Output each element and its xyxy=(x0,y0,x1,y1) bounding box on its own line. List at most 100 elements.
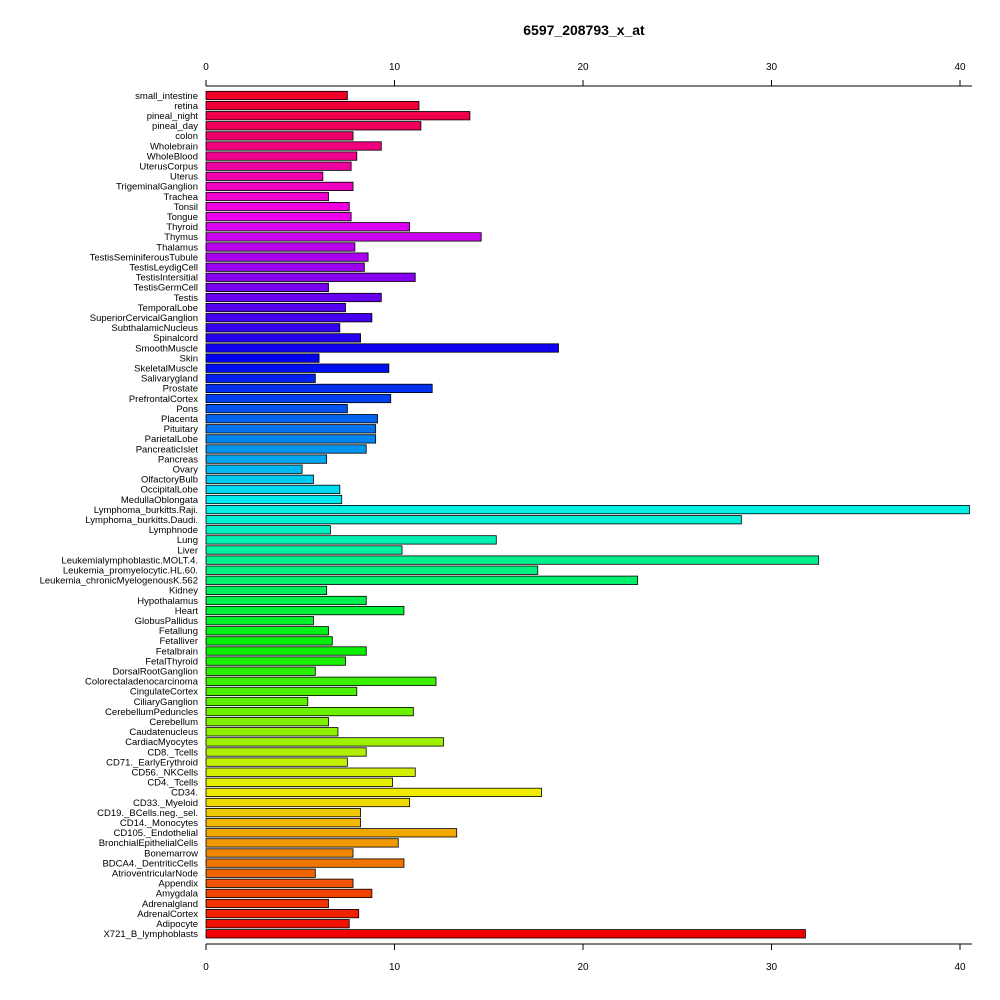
category-label: DorsalRootGanglion xyxy=(112,667,198,678)
category-label: Pituitary xyxy=(164,424,199,435)
bar xyxy=(205,626,329,636)
bar xyxy=(205,212,352,222)
bar xyxy=(205,121,422,131)
bar xyxy=(205,646,367,656)
bar xyxy=(205,504,970,515)
bar xyxy=(205,292,382,303)
category-label: CingulateCortex xyxy=(130,687,198,698)
bar xyxy=(205,393,392,404)
category-label: Tongue xyxy=(167,212,198,223)
tick-label: 0 xyxy=(203,962,209,973)
bar xyxy=(205,858,405,868)
bar xyxy=(205,191,329,202)
bar xyxy=(205,898,329,909)
category-label: SmoothMuscle xyxy=(135,343,198,354)
category-label: UterusCorpus xyxy=(139,162,198,173)
category-label: TemporalLobe xyxy=(138,303,198,314)
category-label: Uterus xyxy=(170,172,198,183)
tick-label: 20 xyxy=(577,962,589,973)
category-label: CD105._Endothelial xyxy=(113,828,198,839)
bar xyxy=(205,555,820,565)
bar xyxy=(205,565,539,575)
category-label: CD33._Myeloid xyxy=(133,798,198,809)
bar xyxy=(205,797,410,808)
bar xyxy=(205,272,416,282)
bar xyxy=(205,616,314,626)
category-label: CiliaryGanglion xyxy=(134,697,198,708)
category-label: retina xyxy=(174,101,198,112)
bar xyxy=(205,494,343,505)
tick-label: 40 xyxy=(954,962,966,973)
category-label: CardiacMyocytes xyxy=(125,737,198,748)
category-label: BronchialEpithelialCells xyxy=(99,838,199,849)
bar xyxy=(205,585,328,596)
bar xyxy=(205,403,348,414)
category-label: Pancreas xyxy=(158,454,198,465)
bar xyxy=(205,171,324,181)
bar xyxy=(205,656,346,666)
category-label: SuperiorCervicalGanglion xyxy=(90,313,198,324)
category-label: CD4._Tcells xyxy=(147,778,198,789)
category-label: Lymphnode xyxy=(149,525,198,536)
bar xyxy=(205,636,333,646)
bar xyxy=(205,909,360,919)
bar xyxy=(205,333,361,343)
category-label: PancreaticIslet xyxy=(136,444,199,455)
category-label: Lung xyxy=(177,535,198,546)
category-label: Spinalcord xyxy=(153,333,198,344)
bottom-axis: 0 10 20 30 40 xyxy=(203,943,972,973)
category-label: Caudatenucleus xyxy=(129,727,198,738)
bar xyxy=(205,676,437,686)
bar xyxy=(205,444,367,454)
category-label: Colorectaladenocarcinoma xyxy=(85,677,199,688)
bar xyxy=(205,323,341,333)
category-label: Adrenalgland xyxy=(142,899,198,910)
bar xyxy=(205,232,482,242)
bar xyxy=(205,757,348,767)
category-label: Appendix xyxy=(158,879,198,890)
bar xyxy=(205,737,444,747)
bar xyxy=(205,242,356,252)
bar xyxy=(205,343,559,353)
category-label: CD14._Monocytes xyxy=(120,818,198,829)
category-label: SkeletalMuscle xyxy=(134,364,198,375)
category-label: WholeBlood xyxy=(147,151,198,162)
category-label: small_intestine xyxy=(135,91,198,102)
tick-label: 20 xyxy=(577,62,589,73)
category-label: AtrioventricularNode xyxy=(112,869,198,880)
category-label: TestisIntersitial xyxy=(136,273,198,284)
bar xyxy=(205,777,394,787)
bar xyxy=(205,848,354,858)
category-label: Ovary xyxy=(173,465,199,476)
bar xyxy=(205,595,367,606)
category-label: OccipitalLobe xyxy=(140,485,198,496)
tick-label: 10 xyxy=(389,62,401,73)
category-label: Cerebellum xyxy=(149,717,198,728)
category-label: Lymphoma_burkitts.Raji. xyxy=(94,505,198,516)
category-label: Wholebrain xyxy=(150,141,198,152)
category-labels: small_intestineretinapineal_nightpineal_… xyxy=(40,91,199,940)
bar xyxy=(205,111,471,121)
bar xyxy=(205,575,639,585)
bar xyxy=(205,424,377,434)
bar xyxy=(205,717,329,727)
category-label: OlfactoryBulb xyxy=(141,475,198,486)
category-label: CD8._Tcells xyxy=(147,747,198,758)
category-label: SubthalamicNucleus xyxy=(111,323,198,334)
category-label: CD71._EarlyErythroid xyxy=(106,757,198,768)
category-label: GlobusPallidus xyxy=(135,616,199,627)
category-label: TrigeminalGanglion xyxy=(116,182,198,193)
bar xyxy=(205,787,542,798)
bar xyxy=(205,818,361,828)
category-label: TestisSeminiferousTubule xyxy=(90,252,198,263)
top-axis: 0 10 20 30 40 xyxy=(203,62,972,87)
category-label: Amygdala xyxy=(156,889,199,900)
bar xyxy=(205,302,346,313)
category-label: Liver xyxy=(177,545,198,556)
category-label: ParietalLobe xyxy=(145,434,198,445)
bar xyxy=(205,828,458,838)
bar xyxy=(205,353,320,363)
bar xyxy=(205,464,303,474)
bar xyxy=(205,313,373,323)
